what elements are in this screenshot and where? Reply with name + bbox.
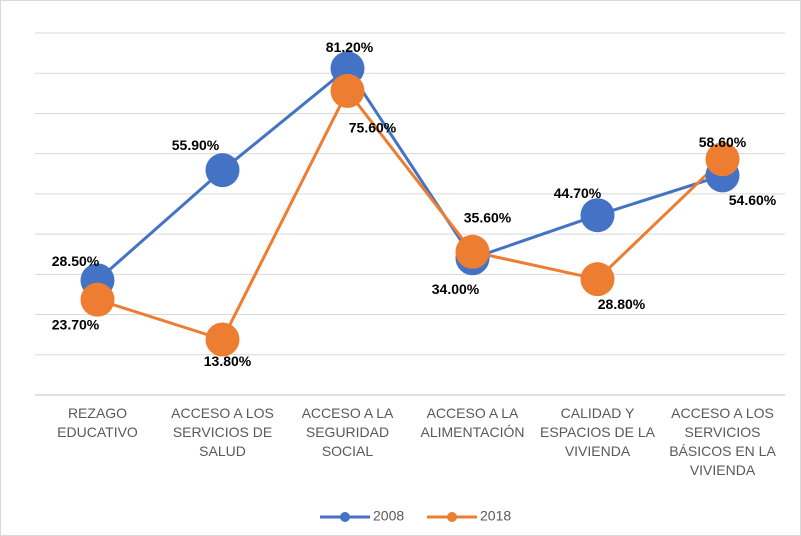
x-tick-label: ACCESO A LA SEGURIDAD SOCIAL [301,405,394,459]
x-tick-label: ACCESO A LA ALIMENTACIÓN [420,405,525,440]
x-tick-label: ACCESO A LOS SERVICIOS DE SALUD [171,405,274,459]
legend-marker [447,512,457,522]
data-label: 55.90% [172,137,220,153]
legend-marker [340,512,350,522]
data-label: 58.60% [699,134,747,150]
data-point [580,198,615,233]
data-point [455,234,490,269]
data-label: 35.60% [464,210,512,226]
data-point [80,282,115,317]
legend-label: 2008 [373,508,404,524]
data-label: 23.70% [52,316,100,332]
series-line [97,88,724,342]
data-point [705,142,740,177]
x-tick-label: ACCESO A LOS SERVICIOS BÁSICOS EN LA VIV… [669,405,776,478]
data-label: 28.50% [52,253,100,269]
data-label: 44.70% [554,185,602,201]
data-point [205,153,240,188]
data-point [205,322,240,357]
data-label: 34.00% [432,281,480,297]
series-line [96,66,723,282]
data-label: 13.80% [204,353,252,369]
x-tick-label: REZAGO EDUCATIVO [57,405,138,440]
legend-label: 2018 [480,508,511,524]
data-point [330,73,365,108]
data-label: 81.20% [326,39,374,55]
data-label: 54.60% [729,192,777,208]
x-tick-label: CALIDAD Y ESPACIOS DE LA VIVIENDA [540,405,655,459]
data-point [580,262,615,297]
data-label: 28.80% [598,296,646,312]
data-label: 75.60% [349,120,397,136]
